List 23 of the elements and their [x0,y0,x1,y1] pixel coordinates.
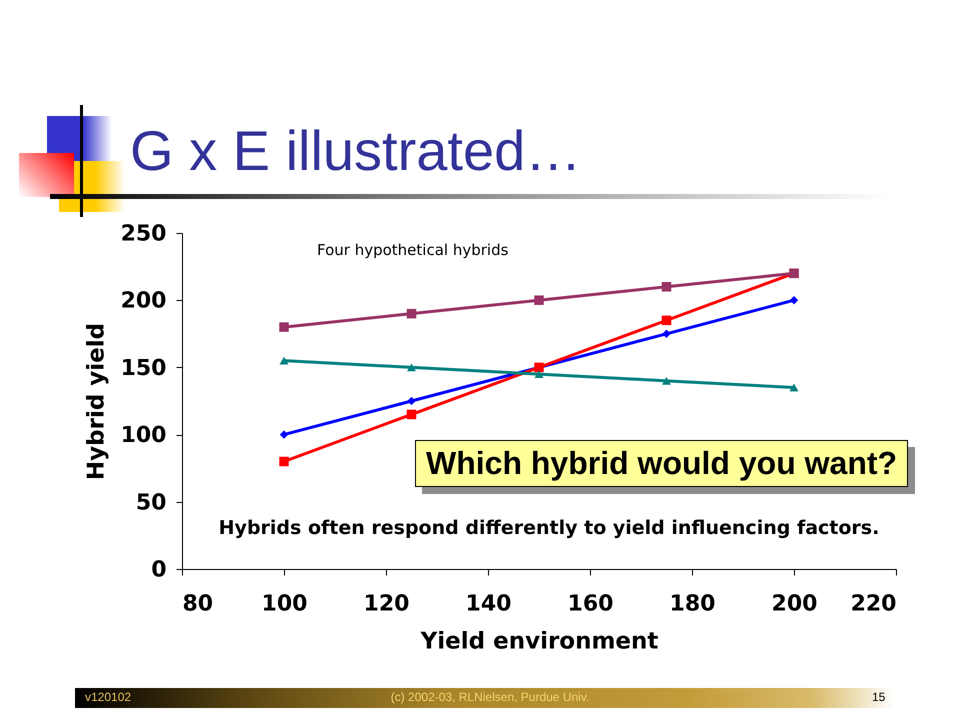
annotation: Which hybrid would you want? [426,444,898,483]
y-tick-label: 0 [151,558,166,582]
annotation: Four hypothetical hybrids [317,241,508,259]
x-tick-label: 120 [364,592,410,616]
text: v120102 [85,690,132,704]
y-axis-title: Hybrid yield [84,322,110,480]
x-tick-label: 100 [262,592,308,616]
x-tick-label: 180 [670,592,716,616]
x-tick-label: 220 [850,592,896,616]
y-tick-label: 100 [120,423,166,448]
x-axis-title: Yield environment [420,628,658,654]
x-tick-label: 80 [182,592,214,616]
x-tick-label: 200 [772,592,818,616]
y-tick-label: 250 [120,222,166,246]
x-tick-label: 140 [466,592,512,616]
x-tick-label: 160 [568,592,614,616]
chart-title: G x E illustrated… [130,119,582,182]
y-tick-label: 50 [136,490,166,516]
y-tick-label: 150 [120,356,166,381]
annotation: Hybrids often respond differently to yield influencing factors. [218,517,880,539]
text: 15 [872,690,886,704]
y-tick-label: 200 [120,288,166,314]
text: (c) 2002-03, RLNielsen, Purdue Univ. [390,690,590,704]
